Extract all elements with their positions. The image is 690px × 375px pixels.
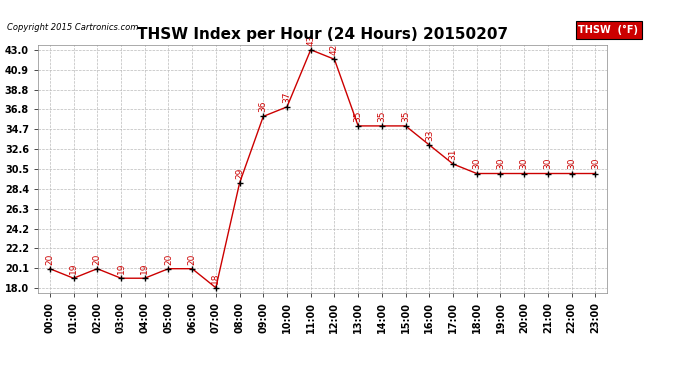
Text: 30: 30 <box>591 158 600 170</box>
Text: 20: 20 <box>188 253 197 264</box>
Text: 19: 19 <box>117 262 126 274</box>
Text: 20: 20 <box>46 253 55 264</box>
Text: THSW  (°F): THSW (°F) <box>578 26 638 35</box>
Text: 29: 29 <box>235 168 244 179</box>
Text: 37: 37 <box>282 91 291 103</box>
Text: 18: 18 <box>211 272 220 284</box>
Text: 35: 35 <box>377 110 386 122</box>
Text: 30: 30 <box>544 158 553 170</box>
Text: 35: 35 <box>354 110 363 122</box>
Text: 42: 42 <box>330 44 339 55</box>
Text: 30: 30 <box>520 158 529 170</box>
Text: 31: 31 <box>448 148 457 160</box>
Text: 36: 36 <box>259 101 268 112</box>
Title: THSW Index per Hour (24 Hours) 20150207: THSW Index per Hour (24 Hours) 20150207 <box>137 27 508 42</box>
Text: 19: 19 <box>140 262 149 274</box>
Text: 20: 20 <box>164 253 173 264</box>
Text: 30: 30 <box>496 158 505 170</box>
Text: 35: 35 <box>401 110 410 122</box>
Text: 43: 43 <box>306 34 315 46</box>
Text: 30: 30 <box>472 158 481 170</box>
Text: 19: 19 <box>69 262 78 274</box>
Text: Copyright 2015 Cartronics.com: Copyright 2015 Cartronics.com <box>7 22 138 32</box>
Text: 30: 30 <box>567 158 576 170</box>
Text: 20: 20 <box>92 253 101 264</box>
Text: 33: 33 <box>425 129 434 141</box>
